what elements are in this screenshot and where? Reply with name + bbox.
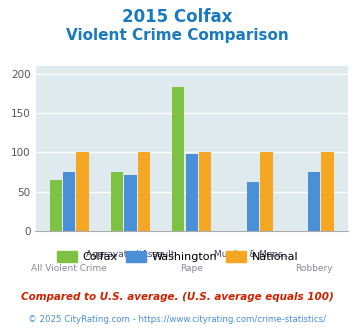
Bar xyxy=(138,152,150,231)
Text: Murder & Mans...: Murder & Mans... xyxy=(214,250,292,259)
Bar xyxy=(199,152,211,231)
Legend: Colfax, Washington, National: Colfax, Washington, National xyxy=(52,247,303,267)
Bar xyxy=(76,152,89,231)
Text: Compared to U.S. average. (U.S. average equals 100): Compared to U.S. average. (U.S. average … xyxy=(21,292,334,302)
Bar xyxy=(124,175,137,231)
Bar xyxy=(111,172,123,231)
Bar xyxy=(247,182,259,231)
Bar xyxy=(172,87,185,231)
Text: Rape: Rape xyxy=(180,264,203,273)
Text: Aggravated Assault: Aggravated Assault xyxy=(86,250,175,259)
Bar xyxy=(308,172,321,231)
Text: 2015 Colfax: 2015 Colfax xyxy=(122,8,233,26)
Text: © 2025 CityRating.com - https://www.cityrating.com/crime-statistics/: © 2025 CityRating.com - https://www.city… xyxy=(28,315,327,324)
Text: Robbery: Robbery xyxy=(295,264,333,273)
Bar xyxy=(322,152,334,231)
Text: All Violent Crime: All Violent Crime xyxy=(31,264,107,273)
Bar xyxy=(260,152,273,231)
Bar xyxy=(63,172,75,231)
Bar xyxy=(186,154,198,231)
Bar xyxy=(49,180,62,231)
Text: Violent Crime Comparison: Violent Crime Comparison xyxy=(66,28,289,43)
